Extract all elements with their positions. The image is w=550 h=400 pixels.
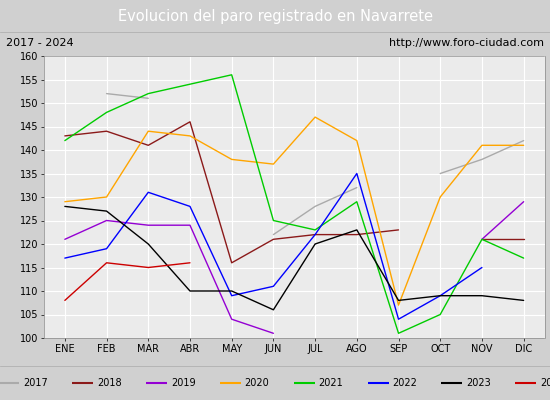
Text: 2020: 2020 xyxy=(245,378,270,388)
Text: 2019: 2019 xyxy=(171,378,195,388)
Text: 2023: 2023 xyxy=(466,378,491,388)
Text: 2017 - 2024: 2017 - 2024 xyxy=(6,38,73,48)
Text: 2022: 2022 xyxy=(392,378,417,388)
Text: 2024: 2024 xyxy=(540,378,550,388)
Text: 2018: 2018 xyxy=(97,378,122,388)
Text: 2017: 2017 xyxy=(23,378,48,388)
Text: http://www.foro-ciudad.com: http://www.foro-ciudad.com xyxy=(389,38,544,48)
Text: Evolucion del paro registrado en Navarrete: Evolucion del paro registrado en Navarre… xyxy=(118,8,432,24)
Text: 2021: 2021 xyxy=(318,378,343,388)
